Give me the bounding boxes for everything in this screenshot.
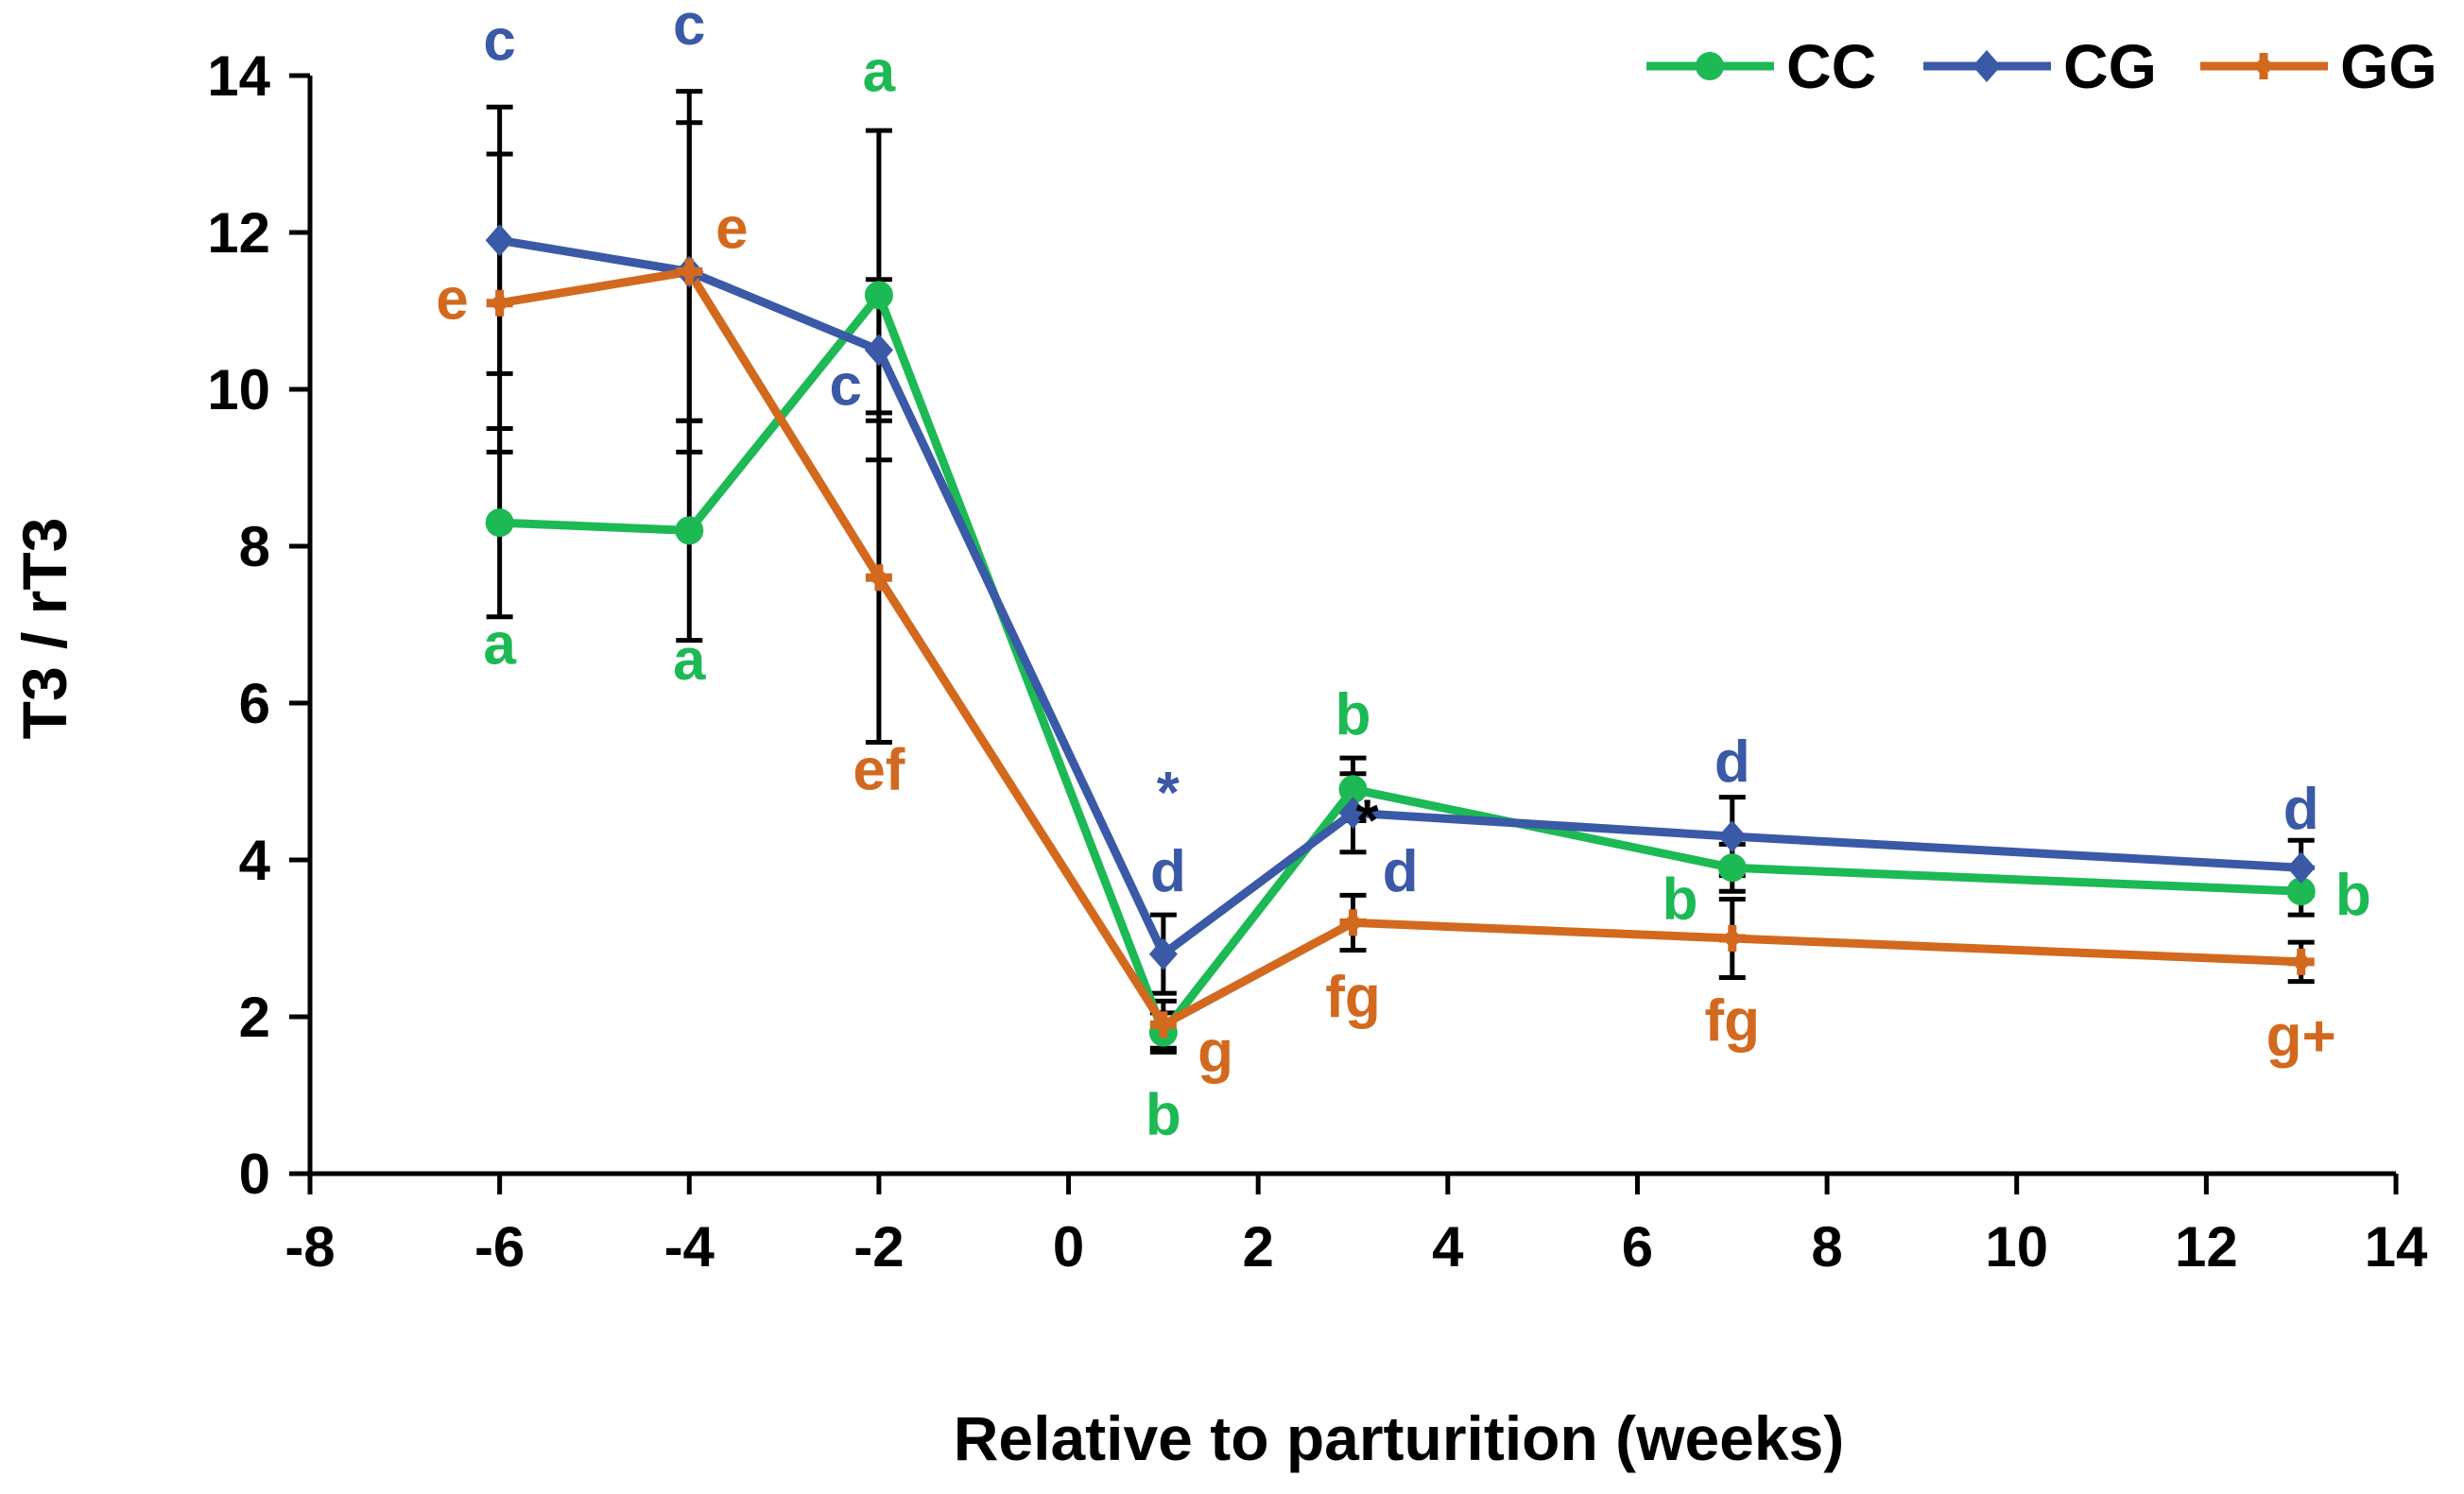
annotation-GG: g — [1198, 1020, 1233, 1085]
legend: CC CG GG — [1646, 31, 2438, 101]
annotation-CG: d — [1714, 730, 1750, 795]
annotation-CC: a — [483, 612, 516, 678]
x-tick-label: -4 — [664, 1215, 715, 1279]
legend-marker-CC — [1696, 52, 1724, 80]
x-tick-label: 14 — [2365, 1215, 2428, 1279]
data-point-CG — [864, 334, 893, 367]
annotation-GG: e — [436, 266, 468, 332]
data-point-CC — [485, 508, 514, 538]
x-tick-label: 2 — [1242, 1215, 1273, 1279]
x-tick-label: -8 — [284, 1215, 335, 1279]
annotation-GG: e — [715, 197, 748, 262]
data-point-GG — [676, 258, 703, 285]
y-tick-label: 6 — [239, 672, 270, 735]
data-point-GG — [1339, 909, 1367, 936]
legend-label-GG: GG — [2340, 31, 2438, 101]
data-point-CC — [675, 516, 704, 545]
markers-layer — [485, 224, 2316, 1047]
y-tick-label: 14 — [207, 44, 270, 108]
data-point-GG — [1149, 1011, 1177, 1039]
annotation-GG: fg — [1325, 965, 1381, 1030]
annotation-GG: fg — [1705, 988, 1761, 1054]
x-tick-label: 0 — [1053, 1215, 1084, 1279]
series-line-GG — [498, 267, 2301, 1029]
data-point-CC — [2286, 877, 2316, 906]
y-tick-label: 4 — [239, 829, 271, 892]
data-point-CC — [1338, 775, 1368, 804]
y-tick-label: 12 — [207, 201, 270, 265]
annotation-CG: d — [2283, 777, 2319, 842]
annotation-CG: c — [483, 8, 515, 73]
legend-label-CG: CG — [2063, 31, 2157, 101]
annotation-GG: g+ — [2266, 1005, 2336, 1070]
y-tick-label: 0 — [239, 1142, 270, 1206]
x-tick-label: 12 — [2175, 1215, 2238, 1279]
axes-layer: 0 2 4 6 8 10 12 14 -8 -6 -4 -2 0 2 4 6 8 10 12 14 — [207, 44, 2428, 1279]
legend-marker-CG — [1973, 50, 2001, 82]
data-point-GG-core — [870, 570, 887, 586]
x-axis-title: Relative to parturition (weeks) — [954, 1403, 1845, 1473]
annotation-CG: d — [1150, 839, 1186, 904]
annotation-CG: d — [1383, 839, 1419, 904]
data-point-CC — [1717, 853, 1747, 883]
y-tick-label: 8 — [239, 515, 270, 578]
annotation-CC: b — [1663, 867, 1698, 932]
legend-label-CC: CC — [1786, 31, 1876, 101]
data-point-GG-core — [681, 264, 698, 280]
data-point-GG — [486, 289, 513, 317]
x-tick-label: 8 — [1811, 1215, 1842, 1279]
annotation-CC: a — [863, 40, 896, 105]
data-point-CG — [485, 224, 514, 257]
y-axis-title: T3 / rT3 — [9, 518, 79, 740]
data-point-GG — [1718, 925, 1746, 952]
annotation-CC: b — [1146, 1083, 1181, 1148]
x-tick-label: 6 — [1622, 1215, 1653, 1279]
x-tick-label: 10 — [1985, 1215, 2048, 1279]
legend-marker-GG-core — [2256, 59, 2271, 74]
data-point-GG-core — [1724, 931, 1740, 946]
y-tick-label: 10 — [207, 358, 270, 421]
data-point-CG — [2286, 851, 2316, 884]
annotation-CG: c — [830, 353, 862, 419]
data-point-CG — [1338, 797, 1368, 830]
error-bars-layer — [486, 89, 2315, 1055]
annotation-CC: * — [1355, 788, 1379, 853]
annotation-CC: b — [2335, 863, 2371, 928]
series-lines-layer — [498, 235, 2301, 1038]
data-point-GG-core — [1345, 915, 1361, 931]
data-point-GG — [865, 564, 892, 592]
data-point-CG — [1148, 937, 1178, 970]
data-point-GG-core — [491, 295, 508, 311]
annotation-CC: b — [1335, 682, 1371, 747]
data-point-CC — [864, 281, 893, 310]
y-tick-label: 2 — [239, 986, 270, 1049]
legend-marker-GG — [2250, 53, 2277, 79]
x-tick-label: -2 — [853, 1215, 904, 1279]
annotation-CG: c — [673, 0, 705, 58]
data-point-GG-core — [1155, 1017, 1171, 1033]
annotation-CG: * — [1157, 761, 1180, 826]
x-tick-label: -6 — [474, 1215, 525, 1279]
data-point-GG-core — [2293, 953, 2309, 970]
annotation-CC: a — [673, 627, 706, 693]
data-point-CG — [1717, 820, 1747, 853]
data-point-GG — [2287, 948, 2315, 975]
x-tick-label: 4 — [1432, 1215, 1464, 1279]
annotation-GG: ef — [853, 737, 905, 802]
